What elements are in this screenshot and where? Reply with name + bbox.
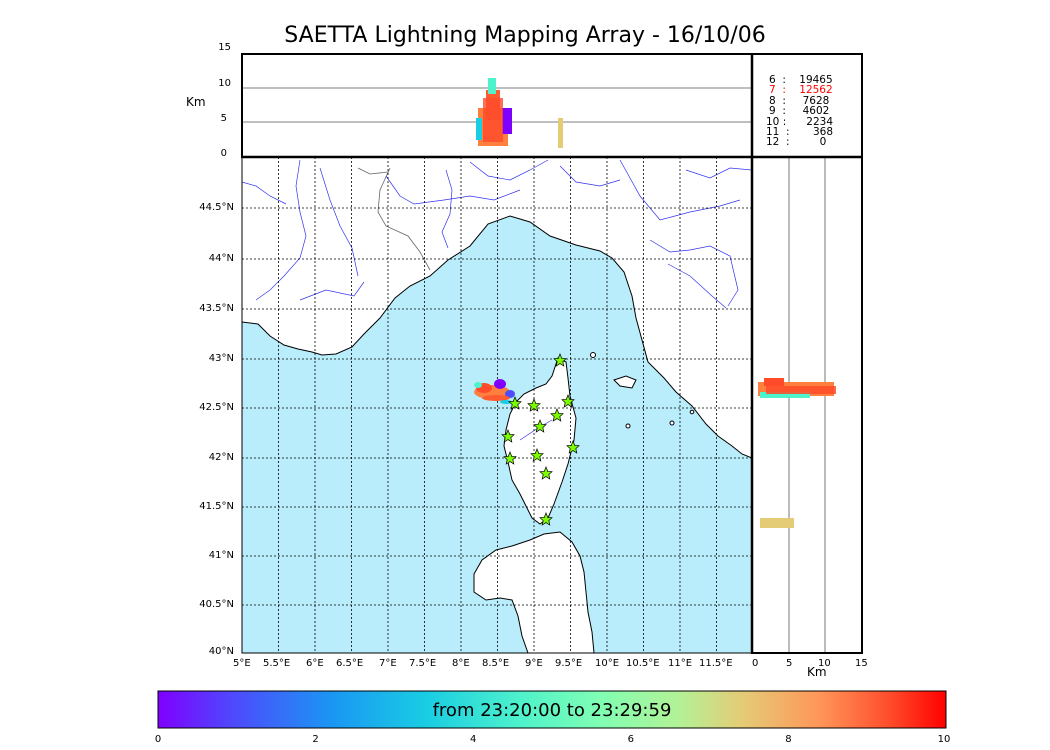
stat-row: 12 : 0	[766, 136, 827, 149]
side-tick: 5	[786, 658, 793, 669]
lon-tick: 8.5°E	[482, 658, 510, 669]
lat-tick: 43.5°N	[199, 303, 234, 314]
stat-row-highlight: 7 : 12562	[769, 84, 833, 97]
lon-tick: 10.5°E	[626, 658, 660, 669]
lon-tick: 7.5°E	[409, 658, 437, 669]
lon-tick: 9.5°E	[555, 658, 583, 669]
lon-tick: 5°E	[233, 658, 251, 669]
colorbar	[157, 690, 947, 729]
stat-row: 11 : 368	[766, 126, 833, 138]
stat-row: 10 : 2234	[766, 115, 834, 128]
lat-tick: 40.5°N	[199, 599, 234, 610]
lon-tick: 10°E	[595, 658, 620, 669]
colorbar-tick: 8	[785, 734, 792, 745]
station-marker	[550, 408, 564, 422]
side-altitude-panel	[752, 157, 862, 653]
lat-tick: 42.5°N	[199, 402, 234, 413]
lon-tick: 8°E	[452, 658, 470, 669]
corsica-island	[503, 357, 577, 525]
altitude-tick: 10	[218, 78, 231, 89]
lon-tick: 7°E	[379, 658, 397, 669]
altitude-unit-label: Km	[186, 95, 206, 109]
sardinia-island	[473, 531, 595, 653]
colorbar-time-range: from 23:20:00 to 23:29:59	[432, 700, 672, 721]
sea-area	[242, 215, 752, 653]
colorbar-tick: 10	[937, 734, 951, 745]
lon-tick: 11.5°E	[699, 658, 733, 669]
station-marker	[503, 451, 517, 465]
side-tick: 10	[818, 658, 831, 669]
station-marker	[527, 398, 541, 412]
station-marker	[566, 440, 580, 454]
lightning-cluster-map	[474, 379, 515, 404]
station-marker	[508, 396, 522, 410]
lma-stations	[501, 353, 580, 526]
rivers	[242, 159, 752, 441]
altitude-tick: 15	[218, 42, 231, 53]
colorbar-tick: 0	[154, 734, 162, 745]
lat-tick: 43°N	[208, 353, 234, 364]
lon-tick: 5.5°E	[263, 658, 291, 669]
colorbar-tick: 4	[470, 734, 477, 745]
station-marker	[501, 429, 515, 443]
station-marker	[561, 394, 575, 408]
altitude-panel	[242, 54, 752, 157]
altitude-tick: 5	[220, 113, 227, 124]
stats-frame	[751, 53, 863, 158]
lon-tick: 6°E	[306, 658, 324, 669]
lat-tick: 44°N	[208, 253, 234, 264]
station-marker	[533, 419, 547, 433]
lon-tick: 11°E	[668, 658, 693, 669]
side-tick: 0	[752, 658, 759, 669]
station-marker	[530, 448, 544, 462]
lat-tick: 40°N	[208, 646, 234, 657]
colorbar-tick: 6	[627, 734, 634, 745]
lon-tick: 9°E	[525, 658, 543, 669]
lat-tick: 41°N	[208, 550, 234, 561]
altitude-tick: 0	[220, 148, 227, 159]
side-unit-label: Km	[807, 665, 827, 679]
stat-row: 8 : 7628	[769, 94, 830, 107]
lightning-cluster-altitude	[476, 78, 563, 148]
map-panel	[242, 157, 752, 653]
station-marker	[553, 353, 567, 367]
side-tick: 15	[855, 658, 868, 669]
lat-tick: 44.5°N	[199, 202, 234, 213]
chart-title: SAETTA Lightning Mapping Array - 16/10/0…	[284, 23, 766, 48]
lat-tick: 41.5°N	[199, 501, 234, 512]
map-grid	[242, 157, 752, 653]
station-marker	[539, 466, 553, 480]
colorbar-tick: 2	[312, 734, 319, 745]
station-marker	[539, 512, 553, 526]
lat-tick: 42°N	[208, 452, 234, 463]
lon-tick: 6.5°E	[336, 658, 364, 669]
lightning-cluster-side	[758, 378, 836, 528]
stat-row: 9 : 4602	[769, 105, 830, 118]
stat-row: 6 : 19465	[769, 74, 833, 86]
source-count-table: 6 : 19465 7 : 12562 8 : 7628 9 : 4602 10…	[752, 75, 862, 155]
